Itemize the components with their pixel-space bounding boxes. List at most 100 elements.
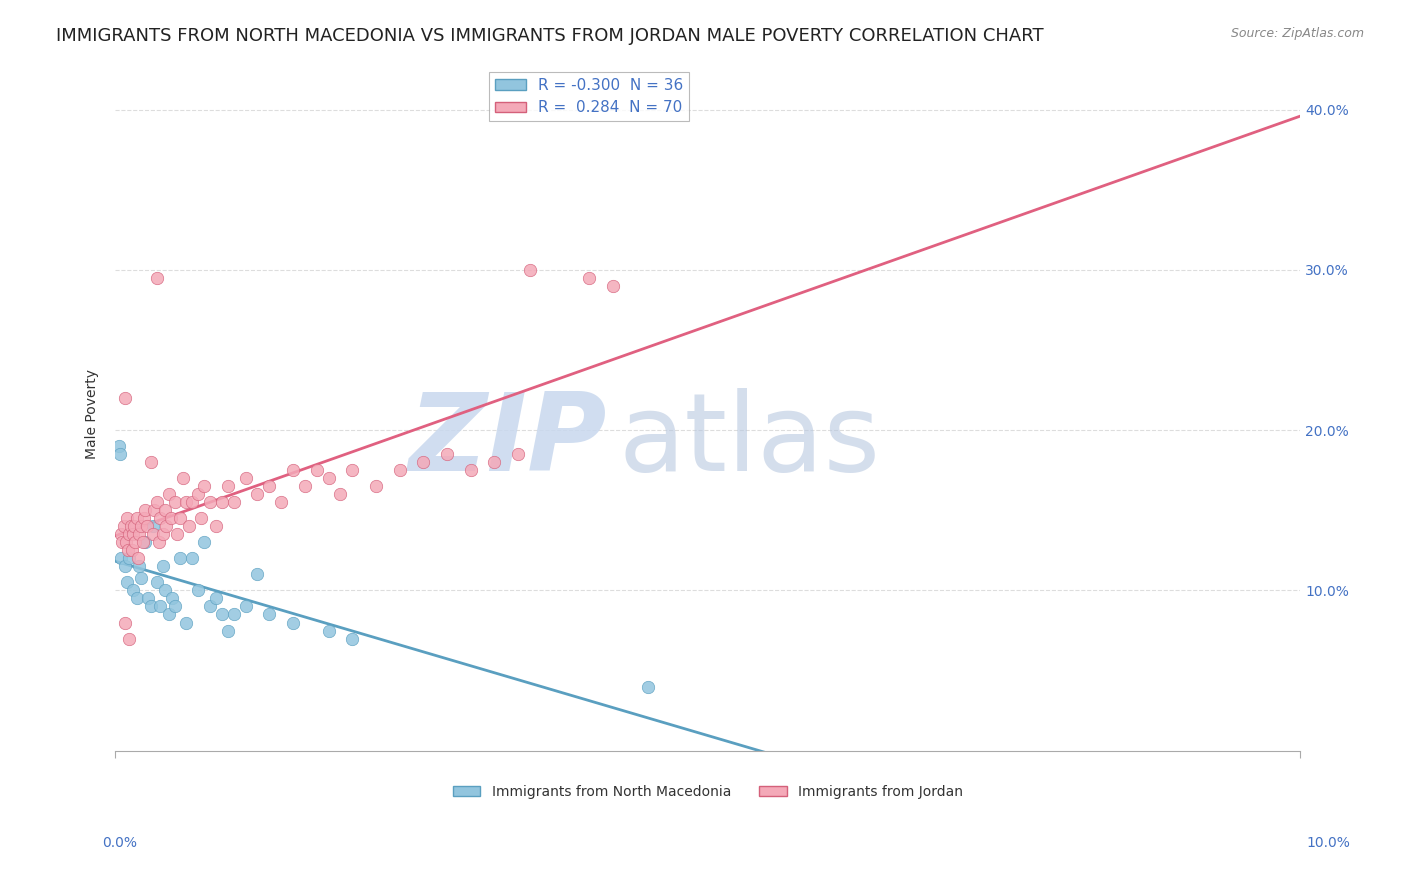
Text: atlas: atlas (619, 388, 880, 494)
Point (329, 487, 352, 501)
Point (120, 519, 142, 533)
Point (142, 527, 165, 541)
Point (578, 270, 600, 285)
Point (172, 471, 194, 485)
Point (110, 551, 132, 566)
Point (181, 551, 204, 566)
Point (127, 551, 149, 566)
Point (115, 575, 138, 590)
Point (506, 447, 529, 461)
Point (149, 599, 172, 614)
Point (117, 543, 139, 558)
Point (187, 583, 209, 598)
Point (270, 495, 292, 509)
Point (211, 495, 233, 509)
Point (163, 495, 186, 509)
Text: ZIP: ZIP (409, 388, 607, 494)
Text: IMMIGRANTS FROM NORTH MACEDONIA VS IMMIGRANTS FROM JORDAN MALE POVERTY CORRELATI: IMMIGRANTS FROM NORTH MACEDONIA VS IMMIG… (56, 27, 1043, 45)
Point (131, 519, 153, 533)
Point (246, 567, 269, 582)
Point (142, 519, 165, 533)
Point (637, 680, 659, 694)
Point (190, 511, 212, 525)
Legend: Immigrants from North Macedonia, Immigrants from Jordan: Immigrants from North Macedonia, Immigra… (447, 780, 969, 805)
Point (259, 479, 281, 493)
Point (138, 591, 160, 606)
Point (155, 519, 177, 533)
Point (166, 527, 188, 541)
Point (436, 447, 458, 461)
Point (148, 535, 170, 549)
Point (131, 535, 153, 549)
Point (157, 607, 180, 622)
Point (602, 278, 624, 293)
Point (153, 583, 176, 598)
Point (193, 535, 215, 549)
Point (281, 615, 304, 630)
Point (364, 479, 387, 493)
Point (318, 624, 340, 638)
Point (169, 511, 191, 525)
Point (112, 519, 135, 533)
Point (163, 599, 186, 614)
Point (519, 262, 541, 277)
Point (217, 479, 239, 493)
Point (235, 599, 257, 614)
Point (460, 463, 482, 477)
Point (222, 495, 245, 509)
Point (318, 471, 340, 485)
Point (108, 439, 131, 453)
Point (160, 511, 183, 525)
Point (160, 591, 183, 606)
Point (187, 487, 209, 501)
Point (342, 463, 364, 477)
Text: Source: ZipAtlas.com: Source: ZipAtlas.com (1230, 27, 1364, 40)
Point (145, 495, 167, 509)
Point (222, 607, 245, 622)
Y-axis label: Male Poverty: Male Poverty (86, 369, 100, 459)
Point (157, 487, 180, 501)
Point (128, 559, 150, 574)
Point (118, 632, 141, 646)
Point (211, 607, 233, 622)
Point (205, 519, 228, 533)
Point (342, 632, 364, 646)
Point (152, 559, 174, 574)
Point (114, 559, 136, 574)
Point (198, 599, 221, 614)
Point (153, 503, 176, 517)
Point (118, 527, 141, 541)
Point (125, 591, 148, 606)
Point (305, 463, 328, 477)
Point (181, 495, 204, 509)
Point (149, 511, 172, 525)
Point (145, 270, 167, 285)
Point (246, 487, 269, 501)
Point (259, 607, 281, 622)
Text: 10.0%: 10.0% (1306, 836, 1351, 850)
Point (110, 527, 132, 541)
Point (152, 527, 174, 541)
Point (139, 599, 162, 614)
Point (169, 551, 191, 566)
Point (484, 455, 506, 469)
Point (177, 519, 200, 533)
Point (132, 511, 155, 525)
Point (111, 535, 134, 549)
Point (128, 527, 150, 541)
Point (122, 527, 145, 541)
Point (139, 455, 162, 469)
Point (143, 503, 166, 517)
Point (121, 543, 143, 558)
Point (131, 571, 153, 585)
Point (176, 615, 198, 630)
Point (294, 479, 316, 493)
Point (193, 479, 215, 493)
Point (198, 495, 221, 509)
Point (118, 551, 141, 566)
Point (145, 575, 167, 590)
Point (217, 624, 239, 638)
Point (114, 391, 136, 405)
Point (235, 471, 257, 485)
Point (122, 583, 145, 598)
